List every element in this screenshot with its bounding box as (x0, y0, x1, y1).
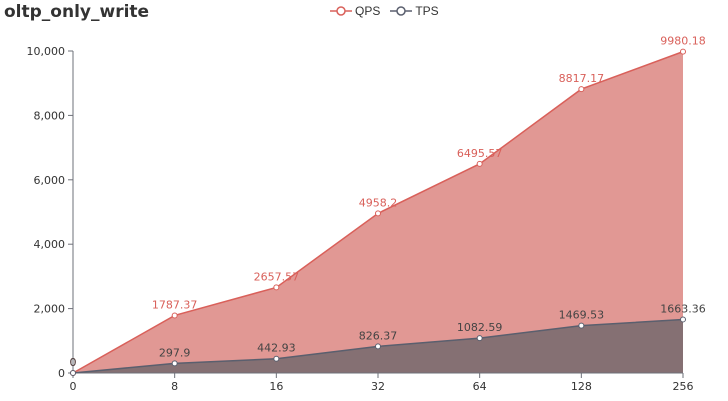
legend[interactable]: QPS TPS (330, 2, 439, 20)
series-tps-data-label: 1663.36 (660, 302, 706, 315)
series-qps-data-label: 9980.18 (660, 35, 706, 48)
chart-title: oltp_only_write (4, 2, 150, 22)
series-qps-data-label: 8817.17 (559, 72, 605, 85)
series-qps-point[interactable] (375, 210, 381, 217)
y-tick-label: 6,000 (34, 174, 66, 187)
series-tps-data-label: 1469.53 (559, 309, 605, 322)
series-tps-area (73, 319, 683, 373)
legend-tps-marker-icon (390, 6, 413, 16)
series-qps-data-label: 1787.37 (152, 298, 198, 311)
x-tick-label: 128 (571, 380, 592, 393)
series-tps-point[interactable] (680, 316, 686, 323)
series-qps-point[interactable] (578, 86, 585, 93)
series-qps-point[interactable] (273, 284, 280, 291)
series-qps-point[interactable] (680, 48, 686, 55)
x-tick-label: 32 (371, 380, 385, 393)
y-tick-label: 4,000 (34, 238, 66, 251)
series-tps-point[interactable] (171, 360, 178, 367)
series-tps-point[interactable] (70, 370, 76, 376)
series-tps-point[interactable] (476, 335, 483, 342)
series-tps-data-label: 297.9 (159, 346, 191, 359)
series-qps-data-label: 4958.2 (359, 196, 398, 209)
series-tps-data-label: 0 (70, 356, 77, 369)
legend-qps-label: QPS (355, 4, 381, 18)
series-qps-area (73, 51, 683, 373)
series-qps-data-label: 6495.57 (457, 147, 503, 160)
series-qps-point[interactable] (476, 160, 483, 167)
series-qps-data-label: 2657.57 (254, 270, 300, 283)
series-tps-point[interactable] (578, 322, 585, 329)
legend-item-tps[interactable]: TPS (390, 4, 439, 18)
legend-item-qps[interactable]: QPS (330, 4, 380, 18)
y-tick-label: 10,000 (27, 45, 66, 58)
x-tick-label: 16 (269, 380, 283, 393)
series-tps-data-label: 826.37 (359, 329, 398, 342)
x-tick-label: 0 (70, 380, 77, 393)
x-tick-label: 256 (673, 380, 694, 393)
x-tick-label: 64 (473, 380, 487, 393)
y-tick-label: 2,000 (34, 303, 66, 316)
series-qps-data-label: 0 (70, 356, 77, 369)
x-tick-label: 8 (171, 380, 178, 393)
series-tps-data-label: 442.93 (257, 342, 296, 355)
y-tick-label: 8,000 (34, 109, 66, 122)
legend-tps-label: TPS (415, 4, 439, 18)
series-tps-data-label: 1082.59 (457, 321, 503, 334)
series-qps-point[interactable] (171, 312, 178, 319)
legend-qps-marker-icon (330, 6, 352, 16)
y-tick-label: 0 (58, 367, 65, 380)
series-tps-point[interactable] (375, 343, 381, 350)
series-tps-point[interactable] (273, 355, 280, 362)
